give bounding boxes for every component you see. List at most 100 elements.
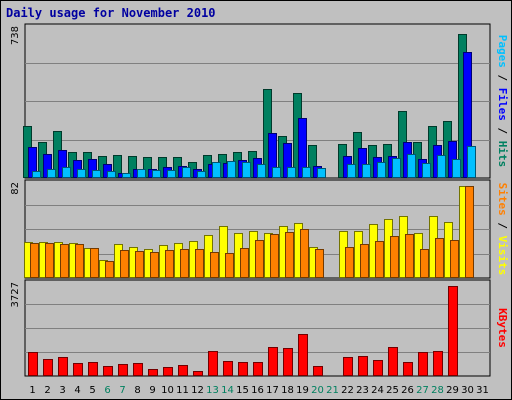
bar-hits-day-8: [128, 156, 137, 178]
axis-label-part-2: Visits: [496, 236, 509, 276]
bar-pages-day-19: [302, 167, 311, 178]
axis-label-part-1: /: [496, 68, 509, 88]
bar-pages-day-15: [242, 162, 251, 178]
bar-pages-day-25: [392, 158, 401, 178]
day-label-21: 21: [326, 385, 339, 396]
day-label-19: 19: [296, 385, 309, 396]
panel-visits-sites-ymax-label: 82: [10, 182, 21, 195]
bar-sites-day-2: [45, 243, 54, 278]
bar-pages-day-12: [197, 171, 206, 178]
bar-kbytes-day-2: [43, 359, 53, 376]
bar-kbytes-day-23: [358, 356, 368, 376]
bar-kbytes-day-25: [388, 347, 398, 376]
series-sites: [30, 186, 474, 278]
bar-kbytes-day-15: [238, 362, 248, 376]
bar-sites-day-9: [150, 252, 159, 278]
day-label-29: 29: [446, 385, 459, 396]
bar-kbytes-day-20: [313, 366, 323, 376]
bar-sites-day-3: [60, 244, 69, 278]
day-label-20: 20: [311, 385, 324, 396]
bar-pages-day-28: [437, 155, 446, 178]
day-label-27: 27: [416, 385, 429, 396]
bar-kbytes-day-16: [253, 362, 263, 376]
bar-pages-day-11: [182, 167, 191, 178]
day-label-10: 10: [161, 385, 174, 396]
bar-sites-day-13: [210, 252, 219, 278]
bar-pages-day-3: [62, 167, 71, 178]
day-label-13: 13: [206, 385, 219, 396]
bar-kbytes-day-5: [88, 362, 98, 376]
bar-kbytes-day-10: [163, 367, 173, 376]
day-label-31: 31: [476, 385, 489, 396]
day-label-18: 18: [281, 385, 294, 396]
bar-sites-day-24: [375, 241, 384, 278]
axis-label-part-1: /: [496, 216, 509, 236]
bar-kbytes-day-28: [433, 351, 443, 376]
bar-pages-day-22: [347, 164, 356, 178]
bar-sites-day-1: [30, 243, 39, 278]
day-label-23: 23: [356, 385, 369, 396]
axis-label-part-4: Hits: [496, 141, 509, 168]
bar-pages-day-23: [362, 164, 371, 178]
bar-kbytes-day-19: [298, 334, 308, 376]
bar-sites-day-22: [345, 247, 354, 278]
day-label-16: 16: [251, 385, 264, 396]
bar-kbytes-day-8: [133, 363, 143, 376]
panel-kbytes-ymax-label: 3727: [10, 282, 21, 307]
bar-sites-day-10: [165, 250, 174, 278]
bar-sites-day-17: [270, 234, 279, 278]
day-label-3: 3: [59, 385, 65, 396]
day-label-4: 4: [74, 385, 80, 396]
bar-sites-day-6: [105, 261, 114, 278]
bar-pages-day-29: [452, 159, 461, 178]
panel-kbytes-axis-label: KBytes: [496, 308, 509, 348]
bar-kbytes-day-6: [103, 366, 113, 376]
bar-kbytes-day-22: [343, 357, 353, 376]
bar-pages-day-6: [107, 171, 116, 178]
bar-pages-day-24: [377, 162, 386, 178]
bar-kbytes-day-26: [403, 362, 413, 376]
panel-pages-files-hits-ymax-label: 738: [10, 26, 21, 45]
panel-pages-files-hits-axis-label: Pages / Files / Hits: [496, 35, 509, 168]
bar-pages-day-14: [227, 161, 236, 178]
axis-label-part-2: Files: [496, 88, 509, 121]
day-label-6: 6: [104, 385, 110, 396]
bar-sites-day-14: [225, 253, 234, 278]
bar-sites-day-29: [450, 240, 459, 278]
bar-kbytes-day-7: [118, 364, 128, 376]
axis-label-part-0: KBytes: [496, 308, 509, 348]
day-label-22: 22: [341, 385, 354, 396]
bar-hits-day-9: [143, 157, 152, 178]
axis-label-part-3: /: [496, 121, 509, 141]
bar-kbytes-day-24: [373, 360, 383, 376]
panel-visits-sites: 82 Sites / Visits: [10, 179, 509, 279]
bar-pages-day-17: [272, 167, 281, 178]
panel-kbytes: 3727 KBytes: [10, 279, 509, 377]
day-label-8: 8: [134, 385, 140, 396]
series-kbytes: [28, 286, 458, 376]
bar-pages-day-20: [317, 168, 326, 178]
bar-pages-day-7: [122, 173, 131, 178]
bar-sites-day-19: [300, 229, 309, 278]
bar-pages-day-2: [47, 169, 56, 178]
bar-pages-day-16: [257, 164, 266, 178]
bar-kbytes-day-14: [223, 361, 233, 376]
bar-sites-day-26: [405, 234, 414, 278]
bar-pages-day-9: [152, 170, 161, 178]
day-label-5: 5: [89, 385, 95, 396]
bar-pages-day-13: [212, 162, 221, 178]
bar-kbytes-day-12: [193, 371, 203, 376]
bar-sites-day-4: [75, 244, 84, 278]
day-label-15: 15: [236, 385, 249, 396]
day-label-7: 7: [119, 385, 125, 396]
axis-label-part-0: Sites: [496, 183, 509, 216]
bar-kbytes-day-29: [448, 286, 458, 376]
bar-pages-day-10: [167, 170, 176, 178]
bar-kbytes-day-11: [178, 365, 188, 376]
bar-sites-day-23: [360, 244, 369, 278]
bar-sites-day-28: [435, 238, 444, 278]
day-label-2: 2: [44, 385, 50, 396]
day-label-12: 12: [191, 385, 204, 396]
